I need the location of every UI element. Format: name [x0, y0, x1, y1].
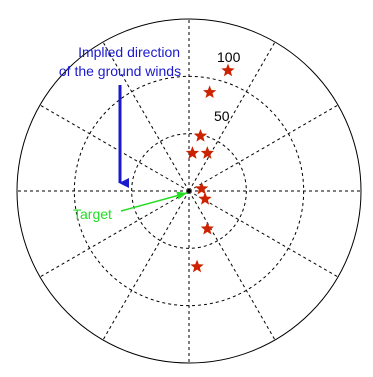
- data-point-9: [190, 259, 204, 273]
- data-point-2: [202, 85, 217, 99]
- grid-spoke-120: [102, 41, 190, 192]
- grid-ring-50: [131, 133, 247, 249]
- target-arrow: [120, 191, 188, 212]
- wind-annotation-line-1: Implied direction: [78, 44, 180, 60]
- grid-spoke-210: [39, 190, 190, 278]
- data-point-8: [200, 221, 214, 235]
- target-annotation: Target: [73, 206, 112, 222]
- grid-spoke-30: [188, 104, 339, 192]
- wind-direction-annotation: Implied direction of the ground winds: [59, 44, 184, 79]
- grid-spoke-60: [188, 41, 276, 192]
- polar-grid: [17, 19, 361, 363]
- data-point-6: [194, 181, 209, 195]
- grid-spoke-330: [188, 190, 339, 278]
- wind-annotation-line-2: of the ground winds: [59, 63, 181, 79]
- data-point-7: [198, 192, 212, 205]
- grid-spoke-150: [39, 104, 190, 192]
- data-point-3: [193, 128, 208, 142]
- outer-circle: [16, 18, 362, 364]
- grid-spoke-240: [102, 190, 190, 341]
- grid-spoke-300: [188, 190, 276, 341]
- ring-label-100: 100: [217, 49, 241, 65]
- data-point-5: [200, 146, 214, 159]
- ring-label-50: 50: [214, 108, 230, 124]
- data-point-4: [185, 146, 200, 159]
- data-point-1: [221, 63, 235, 77]
- data-points: [185, 63, 235, 273]
